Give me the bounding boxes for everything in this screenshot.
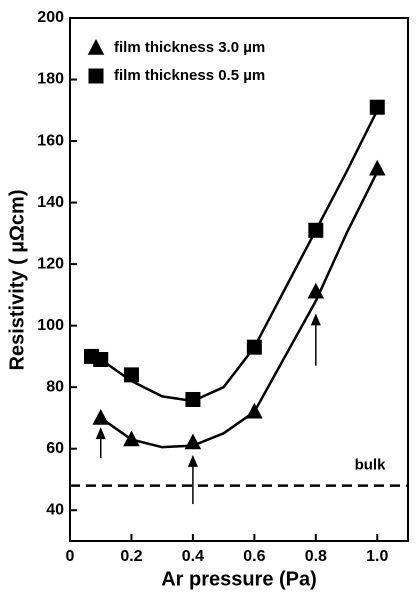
square-marker: [369, 99, 385, 115]
y-axis-title: Resistivity ( µΩcm): [6, 190, 28, 371]
triangle-marker: [87, 39, 105, 55]
triangle-marker: [369, 159, 386, 176]
x-axis-title: Ar pressure (Pa): [161, 568, 317, 590]
plot-frame: [69, 17, 409, 542]
y-tick-label: 180: [37, 71, 64, 88]
arrow-head: [187, 454, 198, 467]
fit-curve: [100, 109, 379, 403]
square-marker: [93, 351, 109, 367]
triangle-marker: [246, 402, 263, 419]
square-marker: [185, 391, 201, 407]
x-tick-label: 0.2: [120, 548, 142, 565]
triangle-marker: [307, 282, 325, 299]
y-tick-label: 40: [46, 501, 64, 518]
y-tick-label: 80: [46, 378, 64, 395]
arrow-head: [95, 427, 106, 440]
legend-label: film thickness 3.0 µm: [114, 39, 265, 56]
y-tick-label: 160: [37, 132, 64, 149]
x-tick-label: 0.8: [305, 548, 327, 565]
x-tick-label: 1.0: [366, 548, 388, 565]
x-tick-label: 0.4: [182, 548, 204, 565]
y-tick-label: 100: [37, 317, 64, 334]
reference-label: bulk: [355, 457, 386, 474]
fit-curve: [100, 171, 379, 449]
legend-label: film thickness 0.5 µm: [114, 67, 265, 84]
square-marker: [123, 367, 139, 383]
arrow-head: [310, 313, 321, 326]
y-tick-label: 140: [37, 194, 64, 211]
triangle-marker: [184, 433, 202, 450]
x-tick-label: 0.6: [243, 548, 265, 565]
y-tick-label: 200: [37, 9, 64, 26]
x-tick-label: 0: [66, 548, 75, 565]
square-marker: [88, 68, 104, 84]
triangle-marker: [92, 408, 109, 425]
square-marker: [246, 339, 262, 355]
y-tick-label: 120: [37, 255, 64, 272]
square-marker: [308, 222, 324, 238]
y-tick-label: 60: [46, 440, 64, 457]
triangle-marker: [123, 430, 140, 447]
